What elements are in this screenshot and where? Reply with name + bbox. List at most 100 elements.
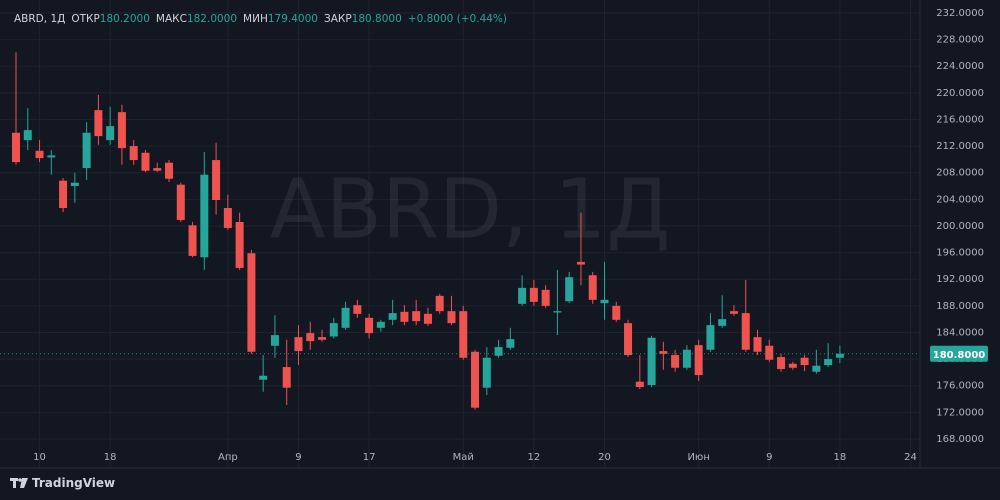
candle-body: [718, 319, 727, 326]
candle-body: [400, 311, 409, 322]
candle-body: [435, 295, 444, 312]
candle-body: [447, 311, 456, 324]
candle-body: [506, 339, 515, 348]
x-tick-label: Май: [453, 452, 474, 463]
candle-body: [824, 359, 833, 366]
y-tick-label: 188.0000: [936, 301, 984, 312]
ohlc-value: 180.8000: [351, 13, 402, 25]
x-tick-label: 24: [904, 452, 917, 463]
x-tick-label: 12: [528, 452, 541, 463]
ohlc-name: МАКС: [155, 13, 187, 25]
candle-body: [47, 155, 56, 158]
candle-body: [788, 363, 797, 368]
x-tick-label: 17: [363, 452, 376, 463]
candle-body: [482, 357, 491, 388]
candle-body: [353, 305, 362, 314]
candle-body: [306, 333, 315, 342]
x-tick-label: 10: [33, 452, 46, 463]
ohlc-name: ЗАКР: [323, 13, 352, 25]
x-tick-label: 9: [295, 452, 301, 463]
y-tick-label: 168.0000: [936, 434, 984, 445]
candle-body: [235, 221, 244, 268]
candle-body: [282, 367, 291, 388]
candle-body: [612, 305, 621, 320]
candle-body: [365, 317, 374, 334]
y-tick-label: 192.0000: [936, 274, 984, 285]
ohlc-item: МИН179.4000: [243, 13, 318, 25]
candle-body: [741, 313, 750, 350]
brand-logo: [10, 478, 28, 488]
ohlc-item: ЗАКР180.8000: [324, 13, 402, 25]
symbol: ABRD, 1Д: [14, 13, 66, 25]
candle-body: [388, 313, 397, 320]
y-tick-label: 212.0000: [936, 141, 984, 152]
candle-body: [165, 162, 174, 179]
brand: TradingView: [10, 476, 115, 490]
x-tick-label: 18: [834, 452, 847, 463]
candle-body: [82, 132, 91, 169]
candle-body: [518, 287, 527, 304]
candle-body: [259, 375, 268, 380]
candle-body: [471, 351, 480, 408]
ohlc-item: ОТКР180.2000: [71, 13, 150, 25]
candle-body: [647, 337, 656, 386]
last-price-label: 180.8000: [933, 350, 986, 361]
x-tick-label: Июн: [687, 452, 709, 463]
candle-body: [800, 357, 809, 366]
y-tick-label: 224.0000: [936, 61, 984, 72]
candle-body: [635, 381, 644, 388]
candle-body: [565, 277, 574, 302]
candle-body: [588, 275, 597, 300]
last-price-tag: [930, 345, 988, 362]
ohlc-value: 182.0000: [186, 13, 238, 25]
x-tick-label: 18: [104, 452, 117, 463]
candle-body: [753, 337, 762, 352]
y-tick-label: 232.0000: [936, 8, 984, 19]
candle-body: [576, 261, 585, 265]
ohlc-value: 180.2000: [99, 13, 150, 25]
y-tick-label: 172.0000: [936, 407, 984, 418]
candle-body: [541, 289, 550, 306]
candle-body: [223, 207, 232, 228]
candle-body: [553, 311, 562, 313]
candle-body: [212, 160, 221, 201]
candle-body: [412, 311, 421, 322]
candle-body: [106, 126, 115, 141]
candle-body: [376, 321, 385, 328]
candle-body: [706, 325, 715, 350]
candle-body: [729, 311, 738, 314]
candle-body: [459, 311, 468, 358]
y-tick-label: 176.0000: [936, 381, 984, 392]
watermark: ABRD, 1Д: [270, 162, 671, 257]
candle-body: [329, 323, 338, 337]
candle-body: [682, 349, 691, 368]
y-tick-label: 204.0000: [936, 194, 984, 205]
candle-body: [765, 345, 774, 360]
candle-body: [117, 112, 126, 149]
candle-body: [35, 150, 44, 159]
candle-body: [835, 353, 844, 358]
candle-body: [529, 287, 538, 302]
candle-body: [200, 174, 209, 258]
candle-body: [494, 347, 503, 356]
candle-body: [59, 180, 68, 208]
candle-body: [659, 351, 668, 354]
y-tick-label: 208.0000: [936, 168, 984, 179]
candle-body: [341, 307, 350, 328]
x-tick-label: 20: [598, 452, 611, 463]
candle-body: [70, 182, 79, 187]
candle-body: [600, 299, 609, 304]
ohlc-item: МАКС182.0000: [156, 13, 237, 25]
candle-body: [294, 337, 303, 352]
candle-body: [176, 184, 185, 220]
candle-body: [247, 253, 256, 352]
x-tick-label: Апр: [218, 452, 238, 463]
ohlc-name: МИН: [243, 13, 268, 25]
candle-body: [270, 335, 279, 346]
y-tick-label: 216.0000: [936, 114, 984, 125]
legend-header: ABRD, 1Д ОТКР180.2000 МАКС182.0000 МИН179.…: [14, 13, 507, 25]
x-tick-label: 9: [766, 452, 772, 463]
